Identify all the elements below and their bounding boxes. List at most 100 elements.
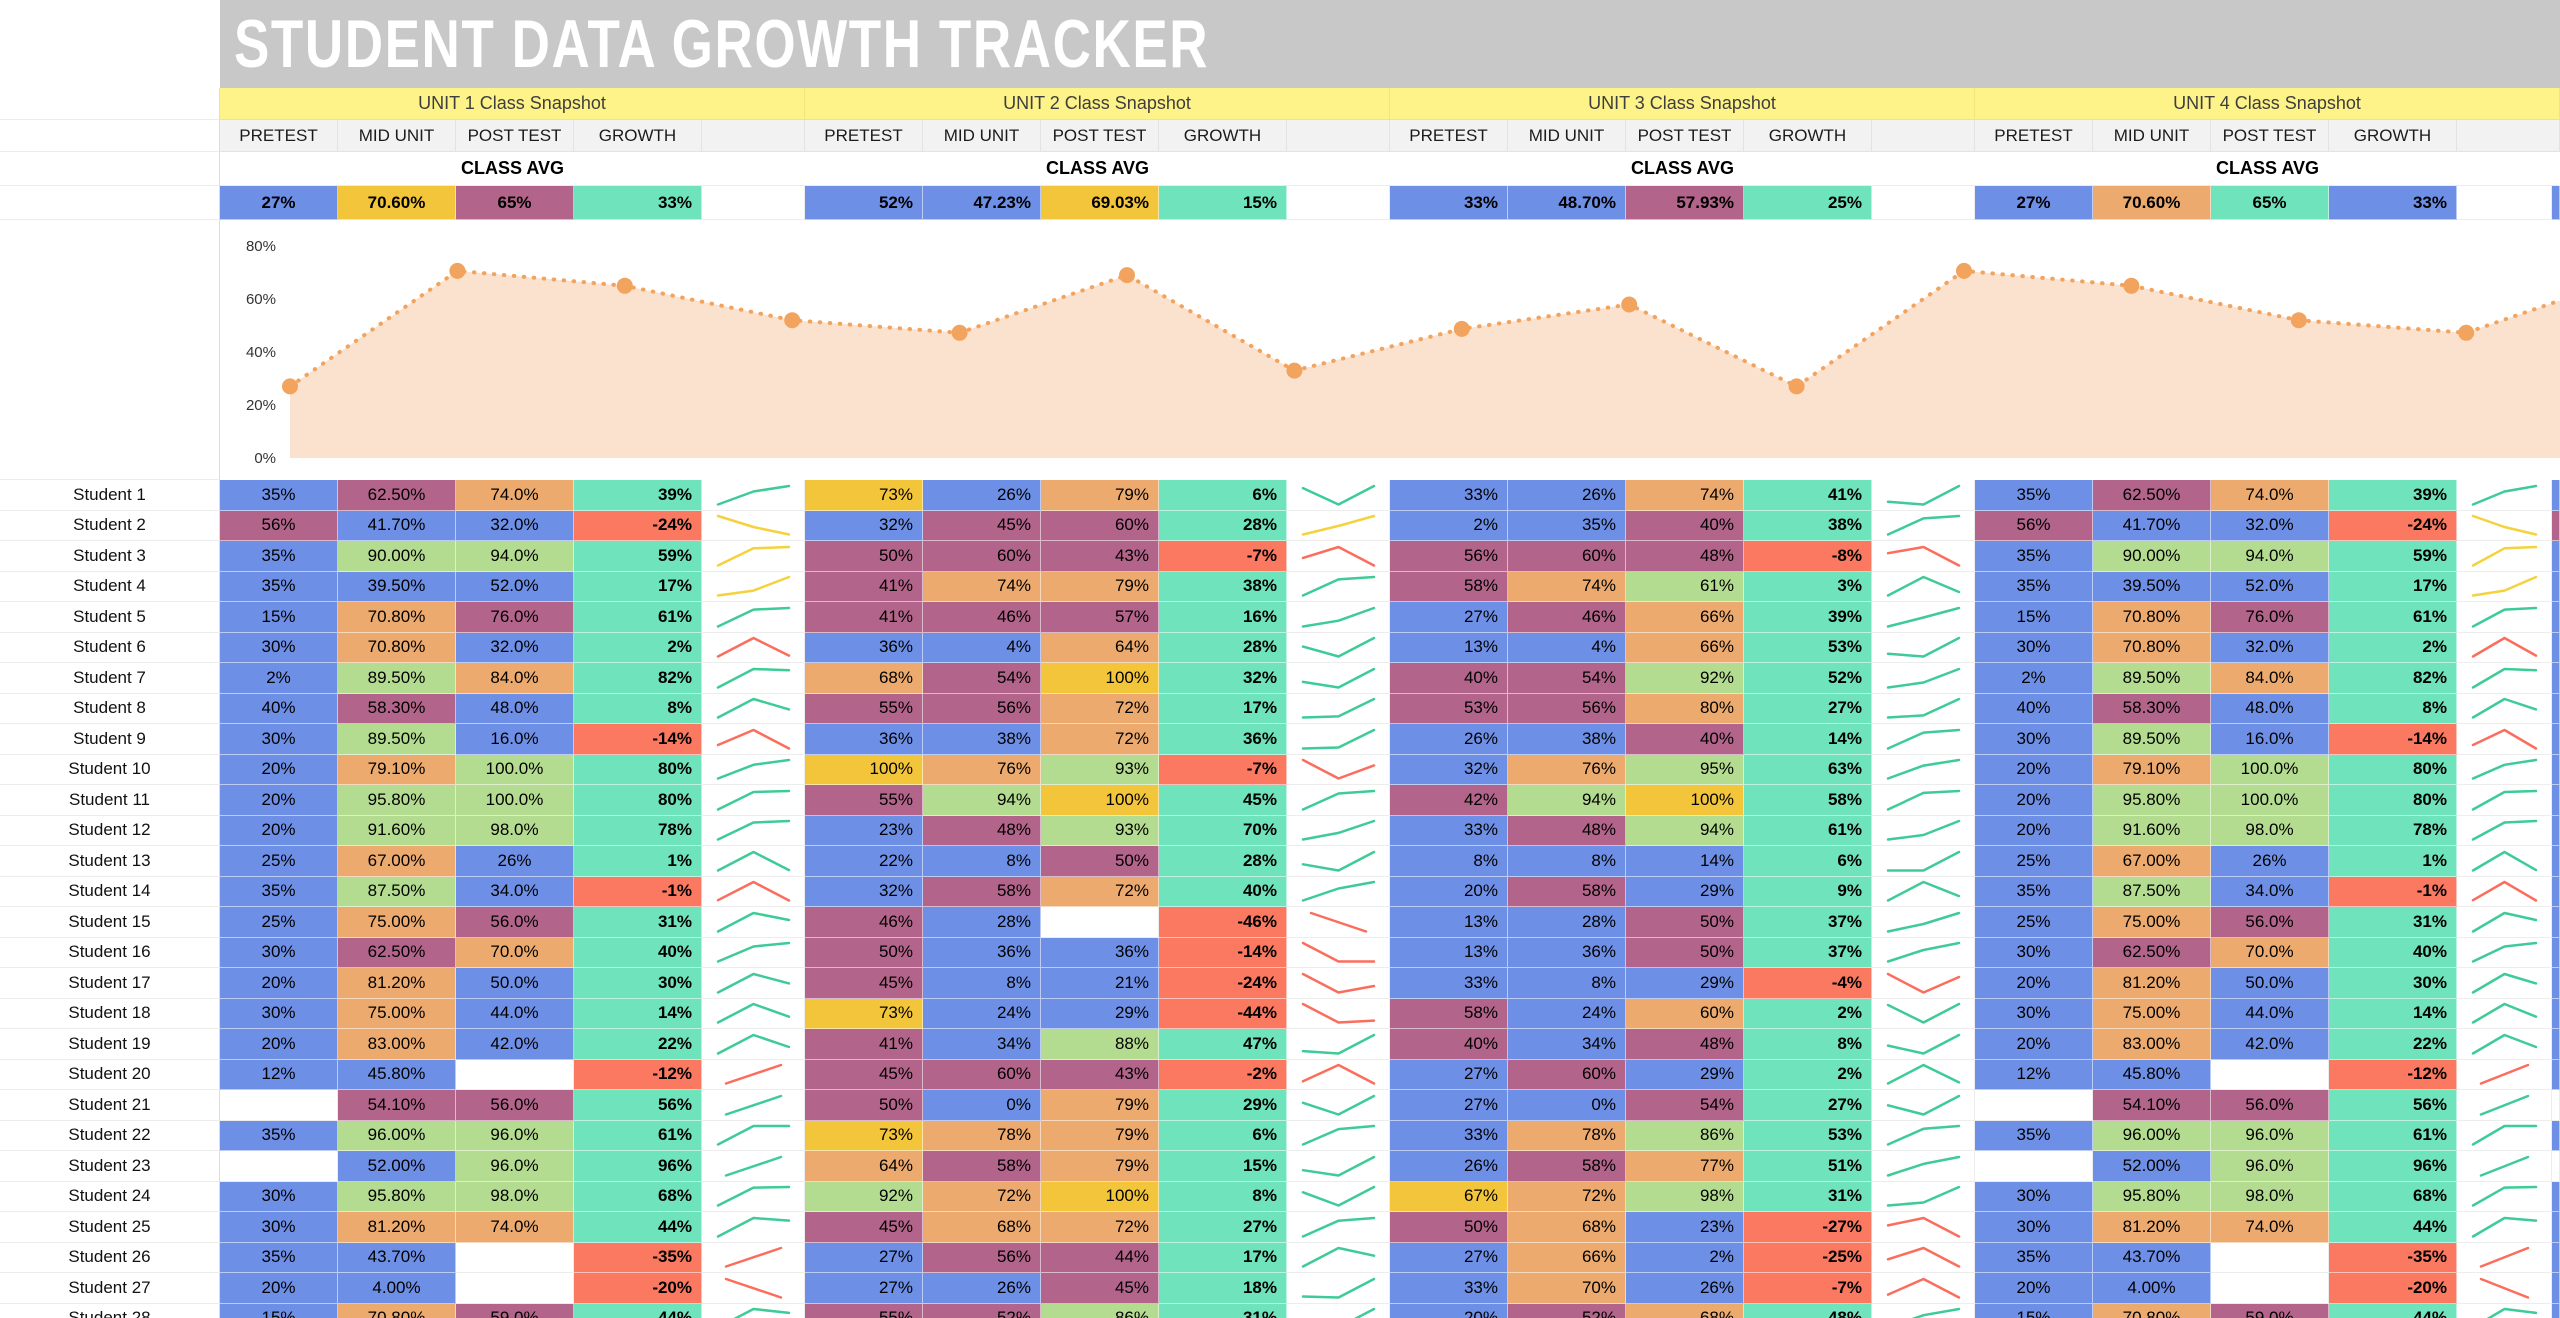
cell-u1-posttest[interactable]: 34.0% bbox=[456, 876, 574, 907]
cell-u1-posttest[interactable]: 56.0% bbox=[456, 907, 574, 938]
cell-u2-growth[interactable]: 28% bbox=[1159, 632, 1287, 663]
avg-cell-u4-posttest[interactable]: 65% bbox=[2211, 186, 2329, 220]
cell-u2-growth[interactable]: 16% bbox=[1159, 602, 1287, 633]
sparkline-cell[interactable] bbox=[1287, 1059, 1390, 1090]
cell-u3-pretest[interactable]: 26% bbox=[1390, 1151, 1508, 1182]
cell-u1-pretest[interactable]: 20% bbox=[220, 815, 338, 846]
cell-u2-pretest[interactable]: 45% bbox=[805, 968, 923, 999]
sparkline-cell[interactable] bbox=[702, 693, 805, 724]
cell-u1-pretest[interactable]: 20% bbox=[220, 1273, 338, 1304]
sparkline-cell[interactable] bbox=[702, 1181, 805, 1212]
sparkline-cell[interactable] bbox=[702, 602, 805, 633]
sparkline-header-cell[interactable] bbox=[1872, 120, 1975, 152]
sparkline-cell[interactable] bbox=[2457, 1212, 2552, 1243]
student-name-cell[interactable]: Student 8 bbox=[0, 693, 220, 724]
cell-u1-midunit[interactable]: 87.50% bbox=[338, 876, 456, 907]
cell-u1-midunit[interactable]: 91.60% bbox=[338, 815, 456, 846]
cell-u4-midunit[interactable]: 70.80% bbox=[2093, 632, 2211, 663]
cell-u1-pretest[interactable]: 30% bbox=[220, 632, 338, 663]
cell-u1-posttest[interactable]: 56.0% bbox=[456, 1090, 574, 1121]
cell-u3-pretest[interactable]: 58% bbox=[1390, 998, 1508, 1029]
cell-u2-pretest[interactable]: 41% bbox=[805, 1029, 923, 1060]
cell-u2-pretest[interactable]: 55% bbox=[805, 785, 923, 816]
sparkline-cell[interactable] bbox=[1287, 998, 1390, 1029]
cell-u4-pretest[interactable]: 20% bbox=[1975, 1273, 2093, 1304]
cell-u4-pretest[interactable]: 15% bbox=[1975, 1303, 2093, 1318]
sparkline-cell[interactable] bbox=[1872, 1090, 1975, 1121]
cell-u1-growth[interactable]: 14% bbox=[574, 998, 702, 1029]
sparkline-cell[interactable] bbox=[2457, 541, 2552, 572]
cell-u2-midunit[interactable]: 94% bbox=[923, 785, 1041, 816]
cell-u3-midunit[interactable]: 78% bbox=[1508, 1120, 1626, 1151]
avg-cell-u4-growth[interactable]: 33% bbox=[2329, 186, 2457, 220]
cell-u1-posttest[interactable]: 16.0% bbox=[456, 724, 574, 755]
cell-u1-posttest[interactable]: 98.0% bbox=[456, 1181, 574, 1212]
cell-u4-midunit[interactable]: 4.00% bbox=[2093, 1273, 2211, 1304]
cell-u2-midunit[interactable]: 8% bbox=[923, 968, 1041, 999]
cell-u3-posttest[interactable]: 77% bbox=[1626, 1151, 1744, 1182]
avg-cell-u3-midunit[interactable]: 48.70% bbox=[1508, 186, 1626, 220]
cell-u1-midunit[interactable]: 52.00% bbox=[338, 1151, 456, 1182]
sparkline-cell[interactable] bbox=[1287, 663, 1390, 694]
sparkline-cell[interactable] bbox=[2457, 1059, 2552, 1090]
cell-u3-pretest[interactable]: 33% bbox=[1390, 1120, 1508, 1151]
sparkline-cell[interactable] bbox=[1872, 724, 1975, 755]
cell-u4-posttest[interactable]: 98.0% bbox=[2211, 815, 2329, 846]
cell-u1-pretest[interactable]: 35% bbox=[220, 1242, 338, 1273]
cell-u2-posttest[interactable]: 79% bbox=[1041, 1151, 1159, 1182]
cell-u3-posttest[interactable]: 48% bbox=[1626, 1029, 1744, 1060]
cell-u2-pretest[interactable]: 36% bbox=[805, 632, 923, 663]
cell-u1-midunit[interactable]: 70.80% bbox=[338, 602, 456, 633]
cell-u3-midunit[interactable]: 8% bbox=[1508, 968, 1626, 999]
avg-cell-u1-midunit[interactable]: 70.60% bbox=[338, 186, 456, 220]
sparkline-cell[interactable] bbox=[702, 1212, 805, 1243]
cell-u3-pretest[interactable]: 13% bbox=[1390, 632, 1508, 663]
cell-u3-growth[interactable]: 53% bbox=[1744, 1120, 1872, 1151]
cell-u4-pretest[interactable]: 56% bbox=[1975, 510, 2093, 541]
cell-u2-growth[interactable]: 32% bbox=[1159, 663, 1287, 694]
cell-u1-pretest[interactable]: 12% bbox=[220, 1059, 338, 1090]
cell-u2-midunit[interactable]: 58% bbox=[923, 876, 1041, 907]
cell-u2-growth[interactable]: 40% bbox=[1159, 876, 1287, 907]
cell-u3-midunit[interactable]: 60% bbox=[1508, 541, 1626, 572]
cell-u1-growth[interactable]: -20% bbox=[574, 1273, 702, 1304]
cell-u4-growth[interactable]: 80% bbox=[2329, 754, 2457, 785]
sparkline-cell[interactable] bbox=[1872, 876, 1975, 907]
cell-u3-posttest[interactable]: 23% bbox=[1626, 1212, 1744, 1243]
student-name-cell[interactable]: Student 19 bbox=[0, 1029, 220, 1060]
cell-u3-midunit[interactable]: 70% bbox=[1508, 1273, 1626, 1304]
cell-u1-pretest[interactable] bbox=[220, 1151, 338, 1182]
cell-u1-pretest[interactable]: 25% bbox=[220, 846, 338, 877]
cell-u2-growth[interactable]: -24% bbox=[1159, 968, 1287, 999]
sparkline-cell[interactable] bbox=[1287, 1151, 1390, 1182]
sparkline-cell[interactable] bbox=[1872, 754, 1975, 785]
cell-u3-growth[interactable]: -4% bbox=[1744, 968, 1872, 999]
sparkline-cell[interactable] bbox=[702, 1029, 805, 1060]
column-header-growth[interactable]: GROWTH bbox=[574, 120, 702, 152]
cell-u1-growth[interactable]: 44% bbox=[574, 1212, 702, 1243]
cell-u2-growth[interactable]: 45% bbox=[1159, 785, 1287, 816]
cell-u4-midunit[interactable]: 96.00% bbox=[2093, 1120, 2211, 1151]
cell-u1-growth[interactable]: 68% bbox=[574, 1181, 702, 1212]
cell-u4-posttest[interactable]: 32.0% bbox=[2211, 632, 2329, 663]
cell-u4-posttest[interactable]: 56.0% bbox=[2211, 1090, 2329, 1121]
cell-u3-pretest[interactable]: 26% bbox=[1390, 724, 1508, 755]
sparkline-cell[interactable] bbox=[1872, 693, 1975, 724]
cell-u1-pretest[interactable]: 20% bbox=[220, 785, 338, 816]
cell-u4-growth[interactable]: 1% bbox=[2329, 846, 2457, 877]
cell-u1-midunit[interactable]: 89.50% bbox=[338, 663, 456, 694]
cell-u1-growth[interactable]: 8% bbox=[574, 693, 702, 724]
cell-u2-posttest[interactable]: 100% bbox=[1041, 663, 1159, 694]
cell-u3-posttest[interactable]: 29% bbox=[1626, 968, 1744, 999]
cell-u2-growth[interactable]: -44% bbox=[1159, 998, 1287, 1029]
cell-u3-growth[interactable]: -7% bbox=[1744, 1273, 1872, 1304]
cell-u2-posttest[interactable]: 60% bbox=[1041, 510, 1159, 541]
cell-u3-midunit[interactable]: 48% bbox=[1508, 815, 1626, 846]
cell-u2-midunit[interactable]: 4% bbox=[923, 632, 1041, 663]
sparkline-cell[interactable] bbox=[702, 1090, 805, 1121]
cell-u4-growth[interactable]: 22% bbox=[2329, 1029, 2457, 1060]
sparkline-cell[interactable] bbox=[1872, 785, 1975, 816]
cell-u4-posttest[interactable]: 42.0% bbox=[2211, 1029, 2329, 1060]
cell-u2-midunit[interactable]: 74% bbox=[923, 571, 1041, 602]
cell-u2-posttest[interactable]: 86% bbox=[1041, 1303, 1159, 1318]
